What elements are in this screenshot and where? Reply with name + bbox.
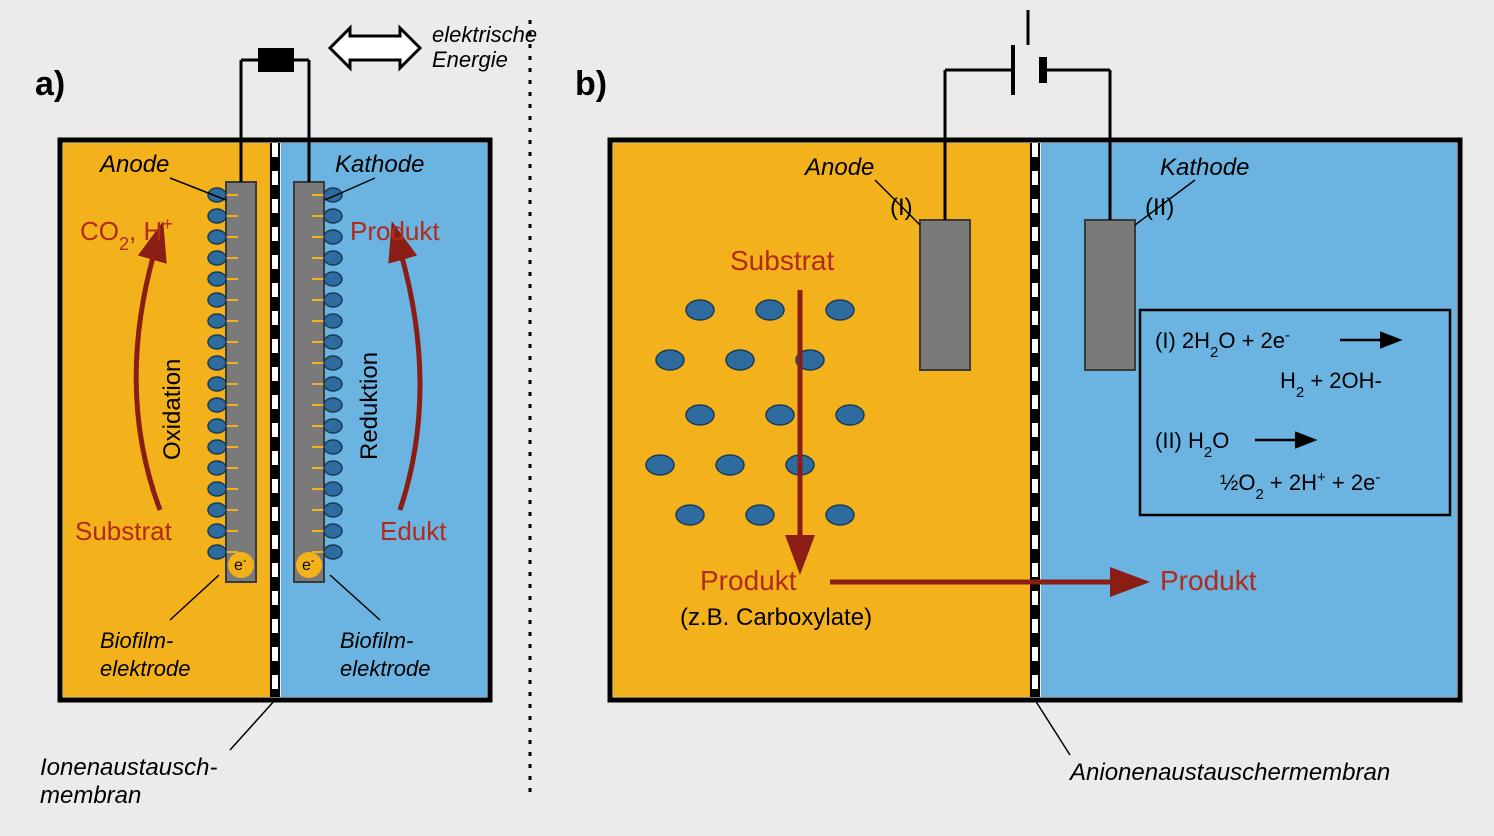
microbe: [686, 300, 714, 320]
microbe: [208, 293, 226, 307]
microbe: [324, 293, 342, 307]
a-membrane-label-1: Ionenaustausch-: [40, 754, 217, 781]
microbe: [646, 455, 674, 475]
a-biofilm-r1: Biofilm-: [340, 628, 413, 653]
b-anode-label: Anode: [803, 154, 874, 181]
microbe: [746, 505, 774, 525]
microbe: [324, 314, 342, 328]
a-cathode-electrode: [294, 182, 324, 582]
microbe: [716, 455, 744, 475]
a-membrane-label-2: membran: [40, 782, 141, 809]
a-cathode-label: Kathode: [335, 151, 424, 178]
a-energy-label-2: Energie: [432, 47, 508, 72]
a-resistor: [258, 48, 294, 72]
microbe: [324, 524, 342, 538]
microbe: [656, 350, 684, 370]
microbe: [324, 209, 342, 223]
microbe: [208, 440, 226, 454]
microbe: [324, 419, 342, 433]
a-energy-label-1: elektrische: [432, 22, 537, 47]
microbe: [208, 335, 226, 349]
b-produkt-right-label: Produkt: [1160, 565, 1257, 596]
microbe: [324, 440, 342, 454]
b-I-label: (I): [890, 194, 913, 221]
b-cathode-electrode: [1085, 220, 1135, 370]
a-biofilm-l1: Biofilm-: [100, 628, 173, 653]
microbe: [726, 350, 754, 370]
microbe: [208, 461, 226, 475]
microbe: [686, 405, 714, 425]
microbe: [826, 300, 854, 320]
microbe: [324, 356, 342, 370]
microbe: [324, 335, 342, 349]
b-membrane-label: Anionenaustauschermembran: [1068, 759, 1390, 786]
microbe: [826, 505, 854, 525]
microbe: [324, 377, 342, 391]
microbe: [208, 272, 226, 286]
a-produkt-label: Produkt: [350, 216, 440, 246]
microbe: [324, 545, 342, 559]
panel-a-label: a): [35, 65, 65, 103]
microbe: [208, 377, 226, 391]
b-cathode-label: Kathode: [1160, 154, 1249, 181]
microbe: [324, 272, 342, 286]
microbe: [208, 230, 226, 244]
microbe: [208, 398, 226, 412]
microbe: [208, 251, 226, 265]
microbe: [208, 419, 226, 433]
microbe: [208, 188, 226, 202]
b-anode-electrode: [920, 220, 970, 370]
a-substrat-label: Substrat: [75, 516, 173, 546]
microbe: [324, 461, 342, 475]
b-substrat-label: Substrat: [730, 245, 834, 276]
microbe: [208, 524, 226, 538]
diagram-svg: a) elektrische Energie e- e- An: [0, 0, 1494, 831]
panel-b-label: b): [575, 65, 607, 103]
microbe: [208, 314, 226, 328]
microbe: [766, 405, 794, 425]
a-edukt-label: Edukt: [380, 516, 447, 546]
diagram-canvas: a) elektrische Energie e- e- An: [0, 0, 1494, 831]
b-produkt-note: (z.B. Carboxylate): [680, 604, 872, 631]
microbe: [208, 482, 226, 496]
a-biofilm-r2: elektrode: [340, 656, 431, 681]
microbe: [676, 505, 704, 525]
b-produkt-left-label: Produkt: [700, 565, 797, 596]
b-II-label: (II): [1145, 194, 1174, 221]
microbe: [324, 482, 342, 496]
a-biofilm-l2: elektrode: [100, 656, 191, 681]
a-oxidation-label: Oxidation: [159, 359, 186, 460]
panel-a: a) elektrische Energie e- e- An: [35, 22, 537, 809]
microbe: [324, 251, 342, 265]
a-anode-electrode: [226, 182, 256, 582]
microbe: [324, 230, 342, 244]
microbe: [324, 398, 342, 412]
a-reduktion-label: Reduktion: [356, 352, 383, 460]
microbe: [324, 503, 342, 517]
microbe: [208, 209, 226, 223]
a-anode-label: Anode: [98, 151, 169, 178]
microbe: [208, 545, 226, 559]
microbe: [756, 300, 784, 320]
microbe: [208, 356, 226, 370]
microbe: [836, 405, 864, 425]
microbe: [208, 503, 226, 517]
